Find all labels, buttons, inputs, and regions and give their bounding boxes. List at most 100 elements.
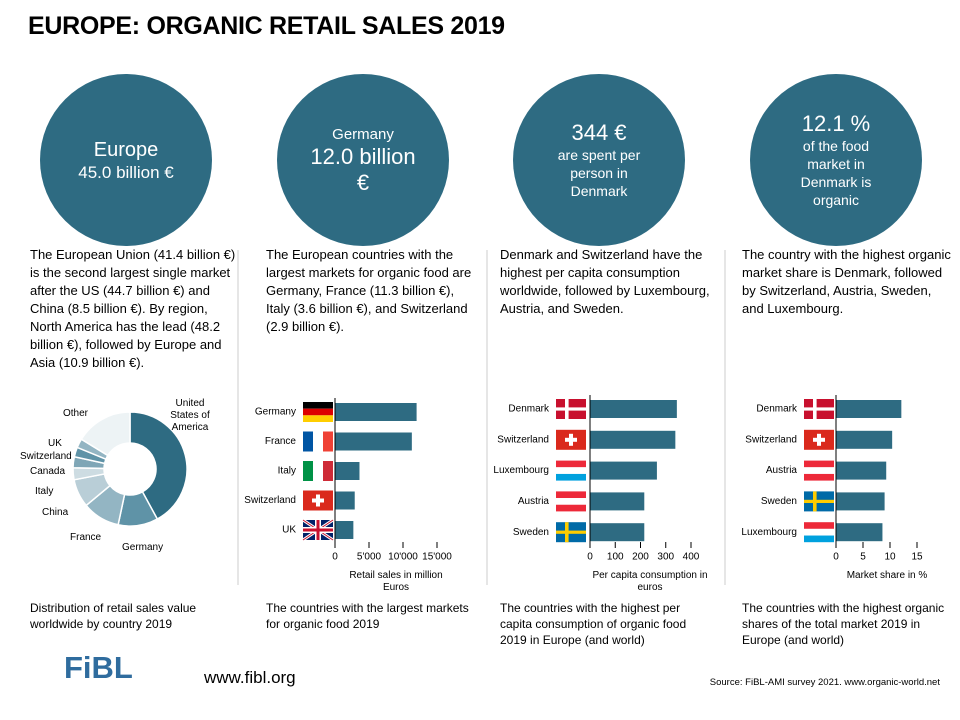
bar [590,430,676,449]
x-tick-label: 10 [884,552,896,563]
x-tick-label: 0 [332,552,338,563]
flag-part [313,431,323,452]
slice-label: UK [48,438,62,449]
caption: The countries with the highest per capit… [500,601,687,647]
flag-part [556,530,586,534]
logo: FiBL [64,650,133,685]
flag [303,431,333,452]
x-tick-label: 15 [911,552,923,563]
flag [556,460,586,481]
flag-part [556,504,586,512]
category-label: UK [282,525,296,536]
flag-part [565,437,577,442]
flag [556,491,586,512]
x-tick-label: 0 [833,552,839,563]
slice-label: Italy [35,486,54,497]
category-label: Luxembourg [493,465,549,476]
x-tick-label: 400 [683,552,700,563]
bar [335,491,355,510]
flag-part [303,528,333,532]
bar [335,462,360,480]
flag [556,399,586,419]
flag [804,399,834,419]
url: www.fibl.org [204,668,296,687]
x-tick-label: 5 [860,552,866,563]
flag-part [813,437,825,442]
x-tick-label: 5'000 [357,552,382,563]
flag [303,490,333,511]
title: EUROPE: ORGANIC RETAIL SALES 2019 [28,12,505,40]
bar [836,523,883,542]
bar [590,400,677,418]
x-tick-label: 0 [587,552,593,563]
flag-part [303,408,333,416]
slice-label: Canada [30,466,66,477]
slice-label: United States of America [170,398,210,433]
x-axis-label: Market share in % [846,570,928,581]
flag [556,429,586,450]
slice-label: Other [63,408,89,419]
bar [590,492,645,511]
x-tick-label: 100 [607,552,624,563]
circle-line1: 12.1 % [801,111,871,136]
bar [836,400,902,418]
x-tick-label: 15'000 [422,552,452,563]
circle-line1: Europe [93,138,159,161]
category-label: Austria [766,465,798,476]
flag-part [804,522,834,529]
flag-part [323,431,333,452]
circle-line2: of the food market in Denmark is organic [800,138,872,208]
flag-part [556,460,586,468]
category-label: Luxembourg [741,527,797,538]
flag-part [303,431,313,452]
category-label: Germany [255,407,296,418]
flag [303,461,333,481]
flag-part [804,467,834,474]
flag [302,518,334,542]
flag-part [312,498,324,503]
category-label: Switzerland [745,434,797,445]
paragraph: The European countries with the largest … [266,247,472,334]
flag-part [556,407,586,411]
flag-part [556,491,586,499]
category-label: France [265,436,297,447]
flag [804,522,834,543]
category-label: Denmark [756,404,798,415]
flag-part [804,528,834,536]
x-tick-label: 10'000 [388,552,418,563]
x-tick-label: 300 [657,552,674,563]
flag-part [556,473,586,481]
flag [804,460,834,481]
category-label: Italy [278,466,296,477]
paragraph: The country with the highest organic mar… [742,247,951,316]
flag-part [303,415,333,422]
flag-part [556,467,586,474]
x-axis-label: Per capita consumption in euros [592,570,708,593]
category-label: Austria [518,496,550,507]
flag [303,402,333,422]
category-label: Sweden [513,527,549,538]
bar [335,432,412,451]
slice-label: Germany [122,542,164,553]
category-label: Denmark [508,404,550,415]
bar [836,430,893,449]
stat-circle: Europe 45.0 billion € [40,74,212,246]
flag-part [323,461,333,481]
bar [836,492,885,511]
flag-part [804,407,834,411]
paragraph: The European Union (41.4 billion €) is t… [30,247,236,370]
slice-label: China [42,507,69,518]
circle-line1: Germany [332,125,394,143]
bar [335,521,354,539]
flag-part [556,498,586,505]
caption: The countries with the largest markets f… [266,601,469,631]
flag-part [303,402,333,409]
circle-line2: 45.0 billion € [78,162,174,182]
flag-part [804,460,834,468]
flag [804,491,834,512]
pie-slice [80,411,131,457]
pie-slice [129,411,188,521]
paragraph: Denmark and Switzerland have the highest… [500,247,710,316]
stat-circle: 344 € are spent per person in Denmark [513,74,685,246]
